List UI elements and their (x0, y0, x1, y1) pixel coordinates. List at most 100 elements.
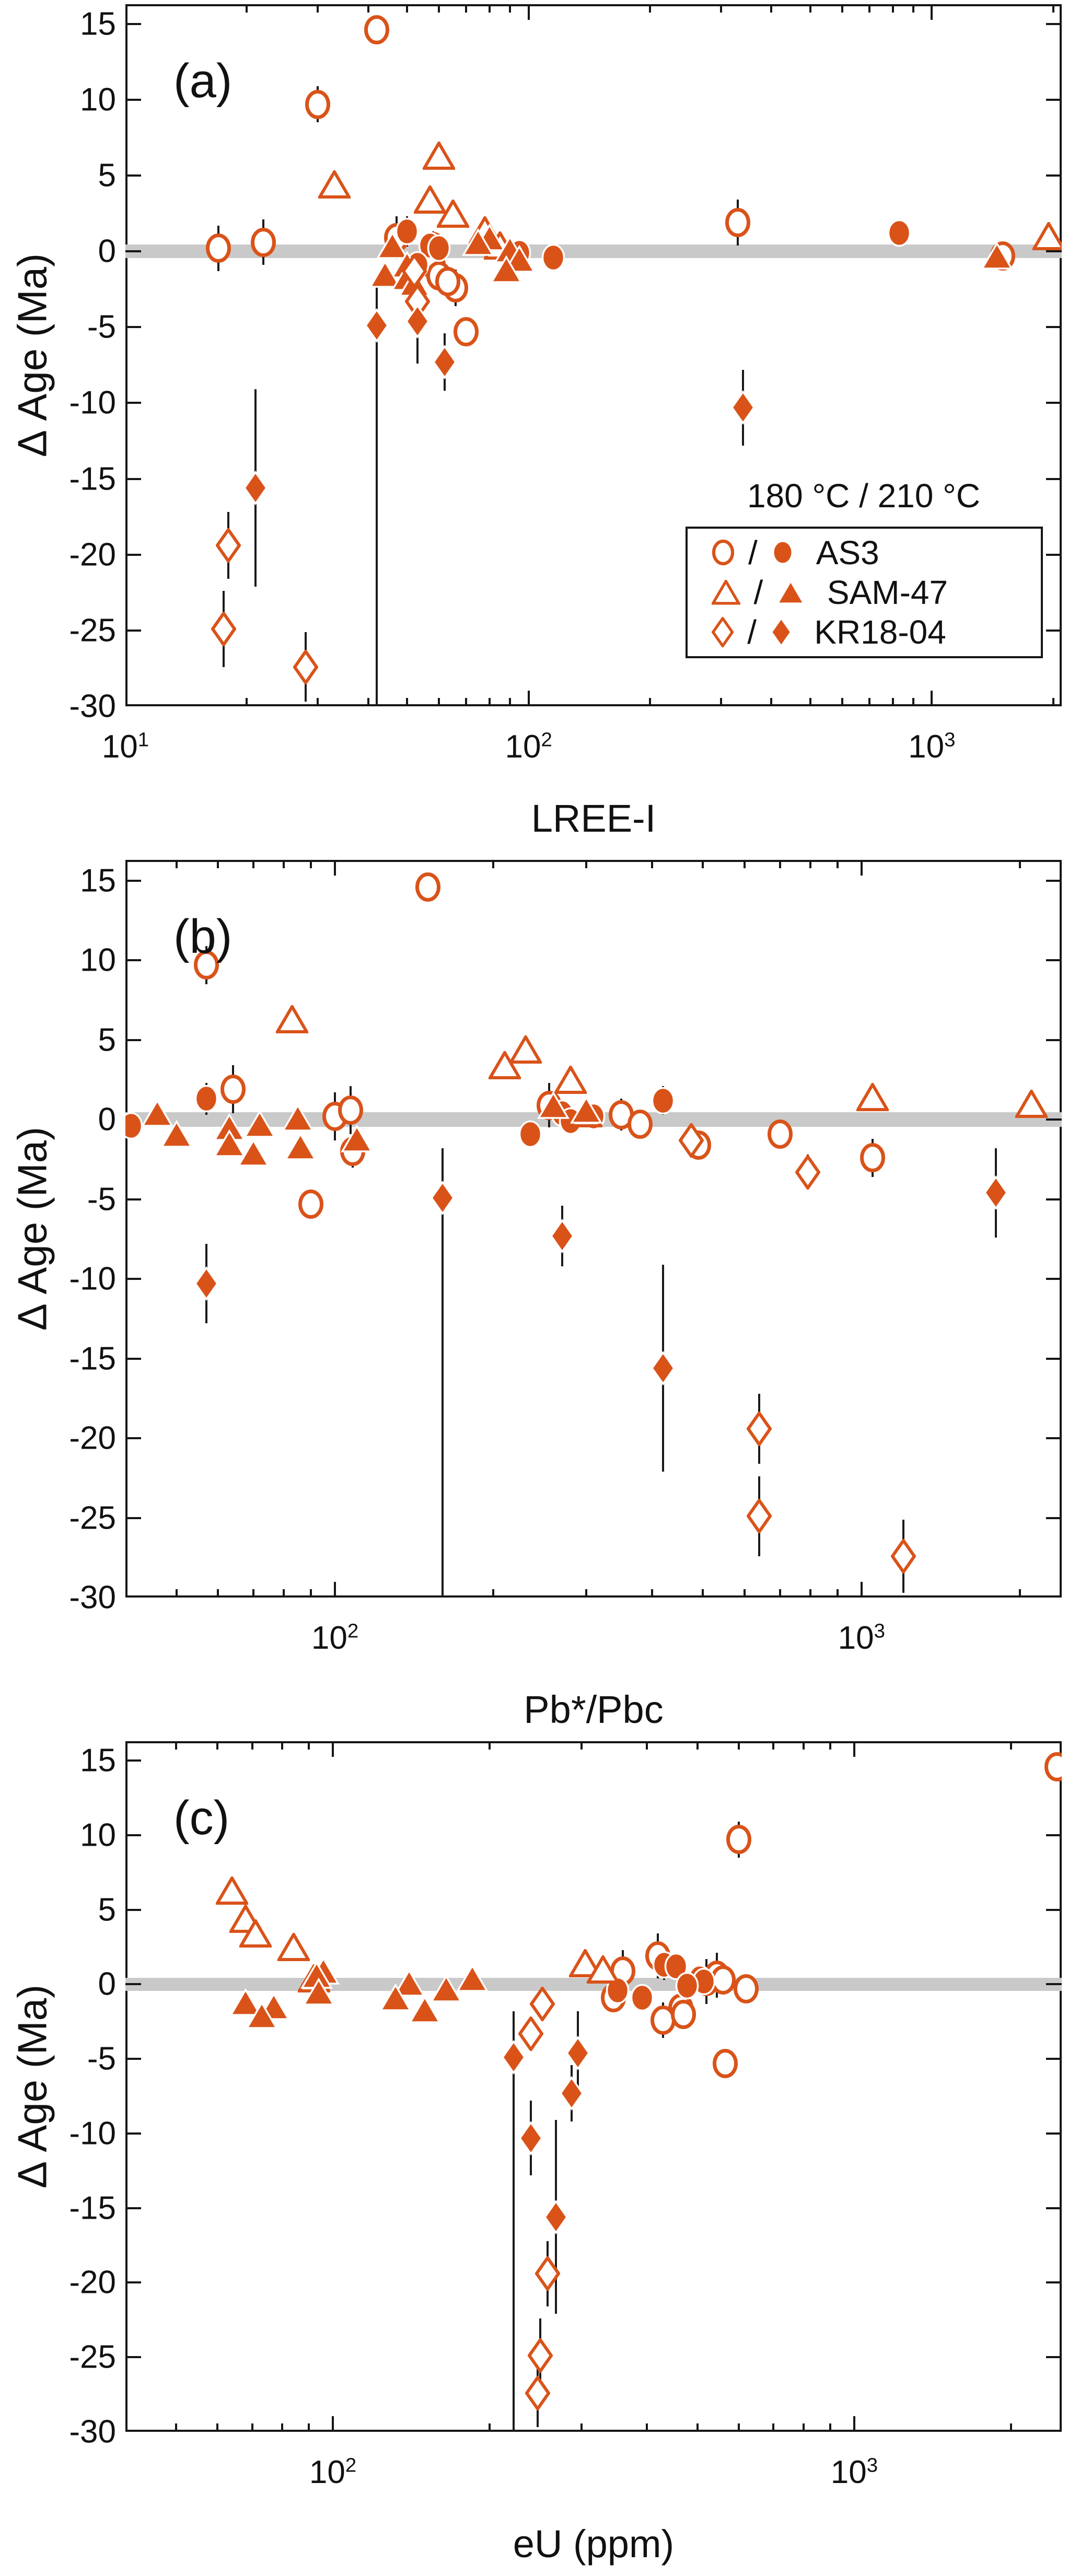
x-minor-tick-bottom (912, 698, 915, 706)
data-point-as3-open (860, 1143, 886, 1173)
data-point-as3-open (250, 227, 276, 258)
data-point-sam-47-filled (398, 269, 431, 297)
data-point-as3-open (726, 1824, 752, 1855)
data-point-sam-47-open (1014, 1088, 1049, 1118)
error-bar (254, 1926, 257, 1941)
x-minor-tick-bottom (1019, 1589, 1021, 1598)
legend-row-kr1804: / KR18-04 (711, 612, 1041, 652)
legend-separator: / (753, 574, 763, 611)
data-point-as3-open (670, 1999, 696, 2030)
x-minor-tick-top (912, 4, 915, 13)
error-bar (228, 1120, 230, 1136)
error-bar (509, 243, 512, 256)
x-minor-tick-top (737, 1741, 740, 1750)
error-bar (175, 1126, 178, 1142)
y-tick-label: -30 (69, 2414, 116, 2450)
error-bar (620, 1099, 623, 1131)
x-minor-tick-bottom (836, 1589, 839, 1598)
error-bar (416, 278, 419, 364)
y-tick-label: 5 (98, 157, 116, 194)
error-bar (758, 1393, 761, 1464)
x-minor-tick-bottom (737, 2423, 740, 2432)
open-triangle-icon (711, 578, 741, 605)
y-tick-right (1046, 1278, 1062, 1280)
x-minor-tick-top (702, 860, 704, 868)
y-tick-label: 5 (98, 1022, 116, 1058)
error-bar (552, 250, 554, 265)
x-minor-tick-top (891, 4, 894, 13)
data-point-as3-open (220, 1074, 246, 1104)
x-tick-label: 102 (309, 2454, 357, 2490)
error-bar (806, 1155, 809, 1190)
data-point-kr18-04-filled (194, 1266, 219, 1301)
x-minor-tick-top (651, 860, 653, 868)
error-bar (503, 1057, 506, 1074)
y-tick-label: -15 (69, 461, 116, 497)
data-point-as3-open (645, 1941, 671, 1971)
x-tick-label: 102 (505, 728, 552, 765)
data-point-sam-47-filled (456, 1964, 489, 1992)
y-tick-right (1046, 1437, 1062, 1440)
legend-row-as3: / AS3 (712, 533, 1041, 573)
data-point-sam-47-filled (462, 228, 495, 257)
data-point-sam-47-filled (213, 1129, 246, 1158)
x-minor-tick-bottom (809, 698, 812, 706)
x-minor-tick-top (809, 860, 812, 868)
data-point-sam-47-open (586, 1953, 621, 1984)
error-bar (569, 1071, 572, 1088)
x-minor-tick-bottom (283, 1589, 285, 1598)
y-tick-left (125, 174, 141, 177)
x-minor-tick-top (1010, 1741, 1013, 1750)
x-minor-tick-top (509, 4, 512, 13)
error-bar (663, 1950, 666, 1980)
error-bar (317, 86, 319, 123)
y-tick-left (125, 326, 141, 329)
y-tick-right (1046, 2356, 1062, 2359)
error-bar (1030, 1095, 1032, 1112)
x-axis-label-c: eU (ppm) (513, 2522, 675, 2566)
data-point-kr18-04-filled (565, 2035, 590, 2070)
y-tick-right (1046, 477, 1062, 480)
error-bar (872, 1088, 874, 1107)
x-minor-tick-top (308, 1741, 310, 1750)
y-tick-left (125, 1437, 141, 1440)
y-tick-label: -20 (69, 2264, 116, 2301)
error-bar (429, 192, 432, 207)
zero-reference-band (125, 1977, 1062, 1991)
y-tick-right (1046, 1596, 1062, 1598)
data-point-sam-47-filled (570, 1095, 602, 1124)
data-point-as3-filled (886, 218, 912, 248)
data-point-sam-47-open (436, 197, 471, 228)
data-point-as3-open (205, 233, 231, 263)
error-bar (296, 1111, 299, 1125)
y-tick-left (125, 1759, 141, 1762)
data-point-as3-filled (125, 1111, 144, 1141)
x-minor-tick-top (648, 4, 651, 13)
error-bar (741, 369, 744, 446)
error-bar (252, 1145, 254, 1161)
y-tick-left (125, 1834, 141, 1836)
y-tick-label: 10 (80, 942, 116, 978)
error-bar (394, 1990, 397, 2006)
error-bar (530, 2017, 532, 2050)
error-bar (375, 278, 378, 706)
x-axis-label-a: LREE-I (531, 797, 656, 840)
error-bar (680, 1995, 682, 2022)
y-tick-label: -5 (87, 309, 116, 345)
data-point-sam-47-filled (391, 263, 424, 292)
x-minor-tick-top (829, 1741, 832, 1750)
y-tick-right (1046, 2132, 1062, 2135)
y-tick-right (1046, 1198, 1062, 1200)
data-point-kr18-04-open (525, 2374, 551, 2411)
error-bar (548, 1082, 550, 1128)
x-minor-tick-top (770, 4, 773, 13)
y-tick-label: -20 (69, 537, 116, 573)
x-tick-label: 101 (101, 728, 149, 765)
data-point-kr18-04-open (678, 1122, 704, 1159)
error-bar (505, 260, 507, 279)
legend-box: / AS3 / SAM-47 / KR18-04 (686, 527, 1043, 658)
data-point-as3-open (704, 1960, 730, 1990)
legend-label-sam47: SAM-47 (827, 574, 948, 611)
error-bar (622, 1950, 624, 1992)
error-bar (656, 1933, 659, 1978)
